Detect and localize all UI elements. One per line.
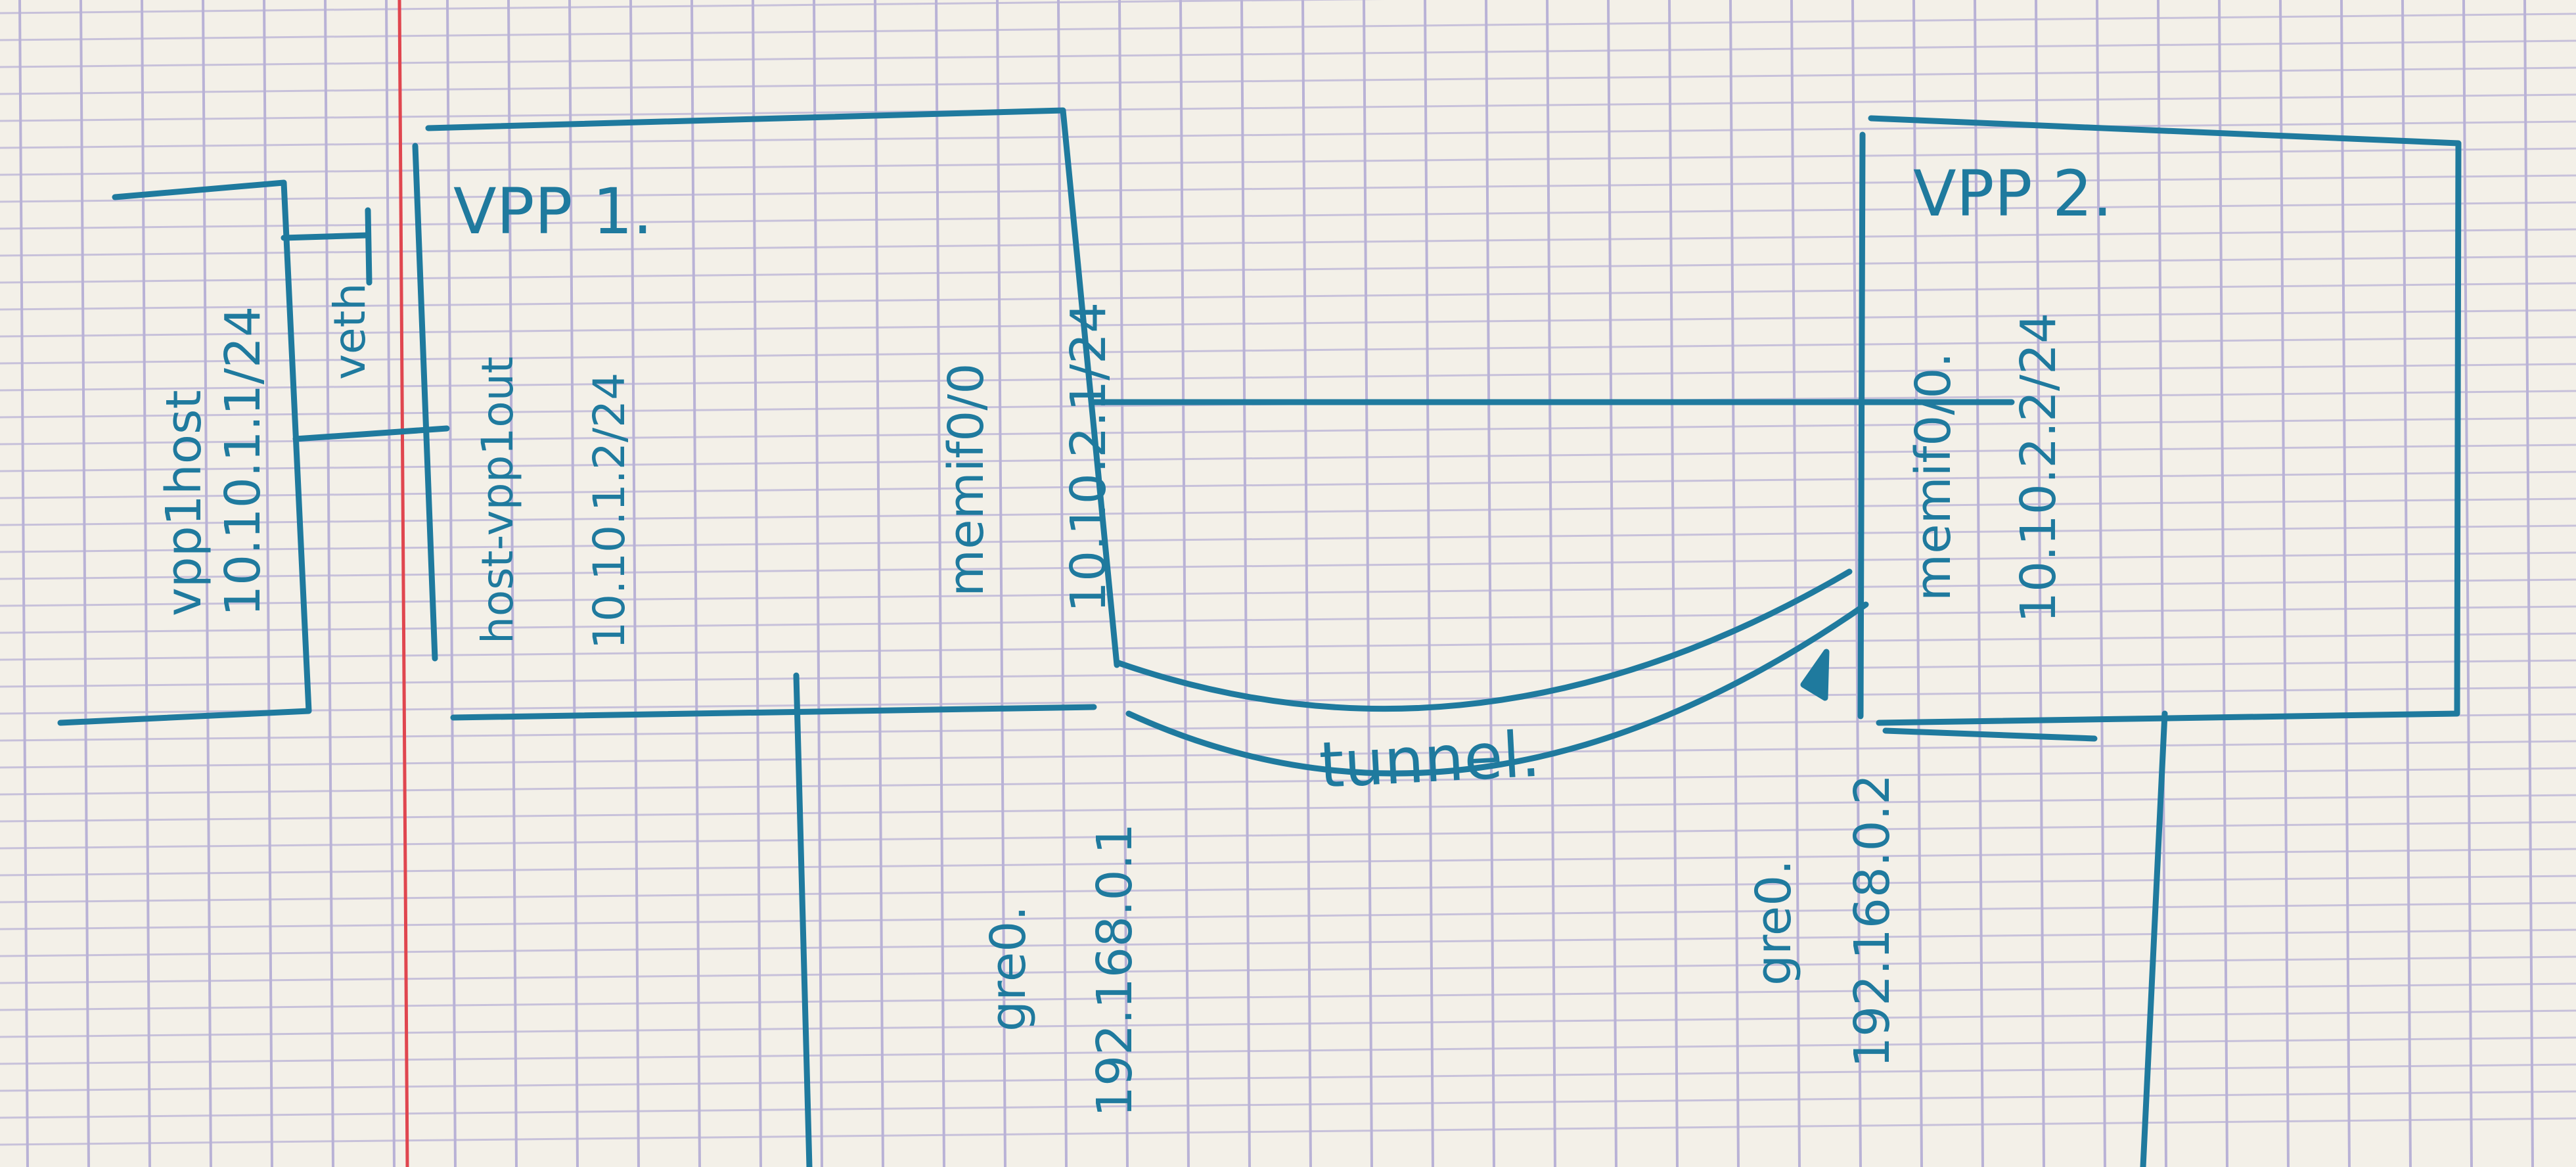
grid-line-vertical [2401, 0, 2412, 1167]
grid-line-horizontal [0, 120, 2576, 149]
grid-line-horizontal [0, 39, 2576, 68]
grid-line-horizontal [0, 470, 2576, 499]
grid-line-horizontal [0, 363, 2576, 392]
grid-line-vertical [1912, 0, 1923, 1167]
grid-line-vertical [263, 0, 273, 1167]
vpp1-title: VPP 1. [453, 175, 653, 248]
grid-line-vertical [79, 0, 90, 1167]
grid-line-vertical [202, 0, 212, 1167]
grid-line-horizontal [0, 201, 2576, 230]
grid-line-horizontal [0, 255, 2576, 284]
vpp1host-name: vpp1host [156, 390, 212, 616]
grid-line-vertical [2462, 0, 2473, 1167]
grid-line-vertical [2035, 0, 2045, 1167]
grid-line-vertical [18, 0, 29, 1167]
grid-line-vertical [507, 0, 518, 1167]
tunnel-label: tunnel. [1317, 718, 1542, 802]
grid-line-vertical [324, 0, 334, 1167]
grid-line-horizontal [0, 767, 2576, 796]
vpp1-gre-address: 192.168.0.1 [1087, 823, 1143, 1117]
grid-line-vertical [1851, 0, 1862, 1167]
grid-line-vertical [752, 0, 762, 1167]
grid-line-vertical [2523, 0, 2534, 1167]
grid-line-vertical [1668, 0, 1679, 1167]
grid-line-horizontal [0, 982, 2576, 1011]
grid-line-vertical [1240, 0, 1251, 1167]
grid-line-horizontal [0, 444, 2576, 472]
grid-line-vertical [2340, 0, 2351, 1167]
vpp2-gre-address: 192.168.0.2 [1844, 774, 1901, 1068]
grid-line-horizontal [0, 524, 2576, 553]
grid-line-horizontal [0, 0, 1385, 14]
vpp2-memif-name: memif0/0. [1905, 352, 1962, 601]
grid-line-vertical [568, 0, 579, 1167]
grid-line-vertical [1301, 0, 1312, 1167]
grid-line-horizontal [0, 928, 2576, 957]
grid-line-horizontal [0, 1090, 2576, 1119]
vpp1-memif-address: 10.10.2.1/24 [1060, 302, 1117, 612]
grid-line-horizontal [0, 1009, 2576, 1038]
grid-line-vertical [141, 0, 151, 1167]
grid-line-vertical [1790, 0, 1801, 1167]
grid-line-horizontal [0, 875, 2576, 904]
grid-line-horizontal [0, 632, 2576, 661]
vpp2-gre-name: gre0. [1746, 859, 1802, 986]
grid-line-horizontal [0, 147, 2576, 176]
grid-line-horizontal [0, 12, 2576, 41]
grid-line-vertical [1363, 0, 1373, 1167]
grid-line-horizontal [0, 66, 2576, 95]
grid-line-vertical [1485, 0, 1495, 1167]
grid-line-vertical [1729, 0, 1740, 1167]
grid-line-horizontal [0, 659, 2576, 688]
gre-tunnel [1114, 568, 1869, 777]
grid-line-vertical [813, 0, 823, 1167]
vpp1-host-interface-name: host-vpp1out [472, 357, 523, 644]
margin-line [397, 0, 409, 1167]
grid-line-horizontal [0, 282, 2576, 311]
veth-label: veth [325, 283, 375, 380]
grid-line-horizontal [0, 848, 2576, 877]
grid-line-horizontal [0, 1063, 2576, 1092]
grid-line-vertical [874, 0, 884, 1167]
vpp1-host-interface-address: 10.10.1.2/24 [584, 373, 635, 649]
grid-line-vertical [446, 0, 457, 1167]
grid-line-horizontal [0, 336, 2576, 365]
grid-line-vertical [1974, 0, 1984, 1167]
grid-line-vertical [690, 0, 701, 1167]
grid-line-horizontal [0, 605, 2576, 634]
grid-line-horizontal [0, 228, 2576, 257]
grid-line-horizontal [0, 821, 2576, 850]
grid-line-horizontal [0, 1036, 2576, 1065]
vpp2-title: VPP 2. [1913, 157, 2113, 231]
vpp1-gre-name: gre0. [980, 905, 1037, 1032]
vpp2-memif-address: 10.10.2.2/24 [2010, 313, 2067, 623]
grid-line-horizontal [0, 578, 2576, 607]
grid-line-horizontal [0, 955, 2576, 984]
grid-line-vertical [385, 0, 395, 1167]
grid-line-horizontal [0, 902, 2576, 930]
grid-line-vertical [1546, 0, 1556, 1167]
grid-line-vertical [1424, 0, 1434, 1167]
grid-line-horizontal [0, 309, 2576, 338]
grid-line-horizontal [0, 794, 2576, 823]
grid-line-vertical [1607, 0, 1617, 1167]
grid-line-horizontal [0, 93, 2576, 122]
grid-line-horizontal [0, 174, 2576, 203]
vpp1host-box [57, 179, 450, 726]
vpp1-box [412, 107, 1120, 1167]
vpp1host-address: 10.10.1.1/24 [215, 306, 271, 616]
grid-line-horizontal [0, 1117, 2576, 1146]
grid-line-horizontal [0, 551, 2576, 580]
grid-line-horizontal [0, 497, 2576, 526]
grid-line-vertical [1179, 0, 1190, 1167]
grid-line-horizontal [0, 740, 2576, 769]
vpp2-box [1857, 115, 2462, 1167]
vpp1-memif-name: memif0/0 [938, 363, 995, 597]
